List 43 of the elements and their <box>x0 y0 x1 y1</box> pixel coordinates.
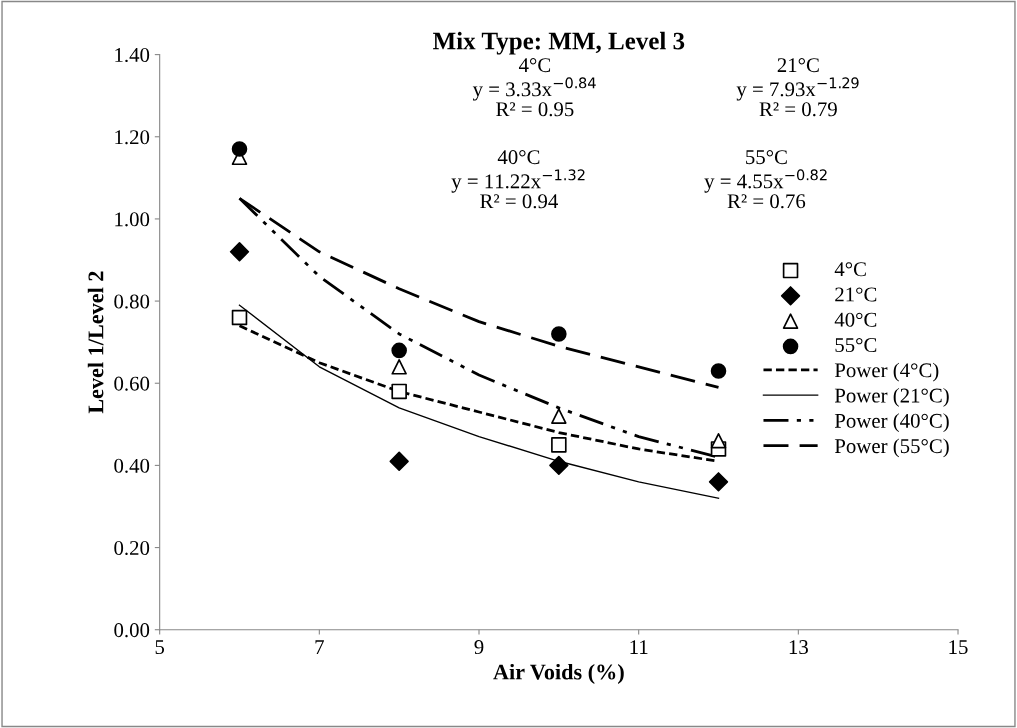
point <box>231 141 248 157</box>
legend-label: 4°C <box>834 262 866 277</box>
y-tick-label: 0.40 <box>114 458 150 473</box>
y-tick-label: 1.20 <box>115 130 150 145</box>
point <box>551 437 567 453</box>
legend-label: Power (40°C) <box>834 413 949 433</box>
y-tick-label: 1.00 <box>115 212 150 227</box>
y-tick-label: 0.20 <box>114 540 150 556</box>
annotation: 40°C y = 11.22x$^{−1.32}$ R² = 0.94 <box>451 150 585 209</box>
y-tick-label: 1.40 <box>115 47 150 63</box>
legend-label: 40°C <box>834 312 877 327</box>
point <box>551 408 567 424</box>
point <box>391 342 407 359</box>
legend-label: Power (21°C) <box>834 387 949 407</box>
point <box>710 432 727 449</box>
x-tick-label: 5 <box>155 640 165 655</box>
y-tick-label: 0.80 <box>114 294 150 309</box>
y-axis-title: Level 1/Level 2 <box>87 271 104 414</box>
x-tick-label: 11 <box>630 640 648 654</box>
legend-label: 21°C <box>835 287 877 302</box>
point <box>708 472 729 492</box>
point <box>231 309 248 326</box>
y-tick-label: 0.00 <box>114 623 150 638</box>
annotation: 4°C y = 3.33x$^{−0.84}$ R² = 0.95 <box>472 58 596 117</box>
x-tick-label: 7 <box>315 640 324 654</box>
x-tick-label: 15 <box>949 640 968 655</box>
point <box>389 451 409 471</box>
y-tick-label: 0.60 <box>114 376 150 391</box>
point <box>551 326 567 342</box>
annotation: 21°C y = 7.93x$^{−1.29}$ R² = 0.79 <box>736 58 859 117</box>
point <box>549 455 569 476</box>
point <box>391 359 407 375</box>
point <box>710 363 727 379</box>
point <box>391 383 407 400</box>
point <box>229 242 250 262</box>
chart-title: Mix Type: MM, Level 3 <box>433 31 685 55</box>
annotation: 55°C y = 4.55x$^{−0.82}$ R² = 0.76 <box>704 150 827 209</box>
x-tick-label: 9 <box>474 640 484 655</box>
legend-label: Power (55°C) <box>834 438 949 458</box>
x-tick-label: 13 <box>789 640 808 655</box>
legend-label: Power (4°C) <box>834 362 939 382</box>
legend-label: 55°C <box>835 338 877 353</box>
x-axis-title: Air Voids (%) <box>493 663 624 685</box>
